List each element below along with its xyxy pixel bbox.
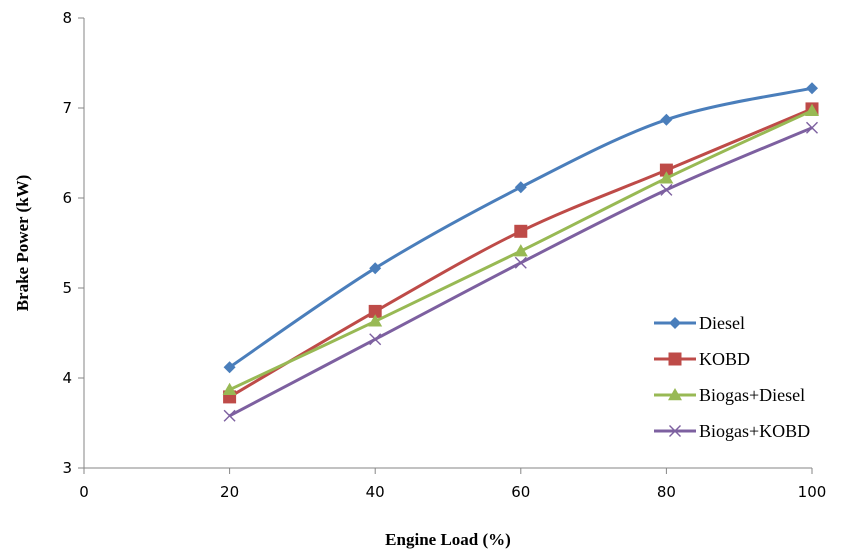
data-point-diesel [806,82,818,95]
data-point-biogas-diesel [805,103,819,116]
data-point-biogas-kobd [660,183,673,196]
y-tick-label: 7 [62,99,72,117]
data-point-biogas-diesel [513,244,528,257]
y-axis-title: Brake Power (kW) [13,175,32,312]
series-biogas-diesel [222,103,819,395]
y-tick-label: 6 [62,189,72,207]
legend: Diesel KOBD Biogas+Diesel Biogas+KOBD [654,313,810,441]
legend-marker-biogas-diesel [668,388,682,401]
series-biogas-kobd [223,121,818,422]
legend-marker-biogas-kobd [669,425,681,437]
data-point-diesel [514,181,527,194]
data-point-biogas-kobd [223,409,236,422]
legend-item-biogas-kobd: Biogas+KOBD [654,421,810,441]
axes [78,17,813,474]
x-tick-label: 60 [511,483,530,501]
x-tick-label: 100 [798,483,827,501]
legend-item-biogas-diesel: Biogas+Diesel [654,385,805,405]
x-tick-label: 0 [79,483,89,501]
x-tick-label: 40 [366,483,385,501]
x-tick-label: 80 [657,483,676,501]
data-point-kobd [659,163,673,177]
legend-label-diesel: Diesel [699,313,745,333]
data-point-biogas-diesel [222,382,237,395]
data-point-diesel [223,361,236,374]
data-point-kobd [368,304,382,318]
x-tick-label: 20 [220,483,239,501]
data-point-biogas-kobd [369,333,382,346]
data-point-biogas-diesel [659,171,674,184]
y-tick-label: 5 [62,279,72,297]
series-group [222,82,819,422]
data-point-diesel [369,262,382,275]
legend-label-biogas-kobd: Biogas+KOBD [699,421,810,441]
y-tick-label: 3 [62,459,72,477]
legend-label-biogas-diesel: Biogas+Diesel [699,385,805,405]
data-point-kobd [514,224,528,238]
series-diesel [223,82,818,374]
data-point-diesel [660,113,673,126]
data-point-biogas-diesel [368,314,383,327]
series-kobd [223,102,819,404]
y-tick-label: 8 [62,9,72,27]
data-point-biogas-kobd [806,121,818,134]
legend-item-kobd: KOBD [654,349,750,369]
y-tick-label: 4 [62,369,72,387]
series-line-biogas-kobd [228,126,813,418]
legend-marker-diesel [669,317,681,329]
x-axis-title: Engine Load (%) [385,530,511,549]
legend-marker-kobd [668,352,682,366]
legend-item-diesel: Diesel [654,313,745,333]
data-point-biogas-kobd [514,256,527,269]
legend-label-kobd: KOBD [699,349,750,369]
